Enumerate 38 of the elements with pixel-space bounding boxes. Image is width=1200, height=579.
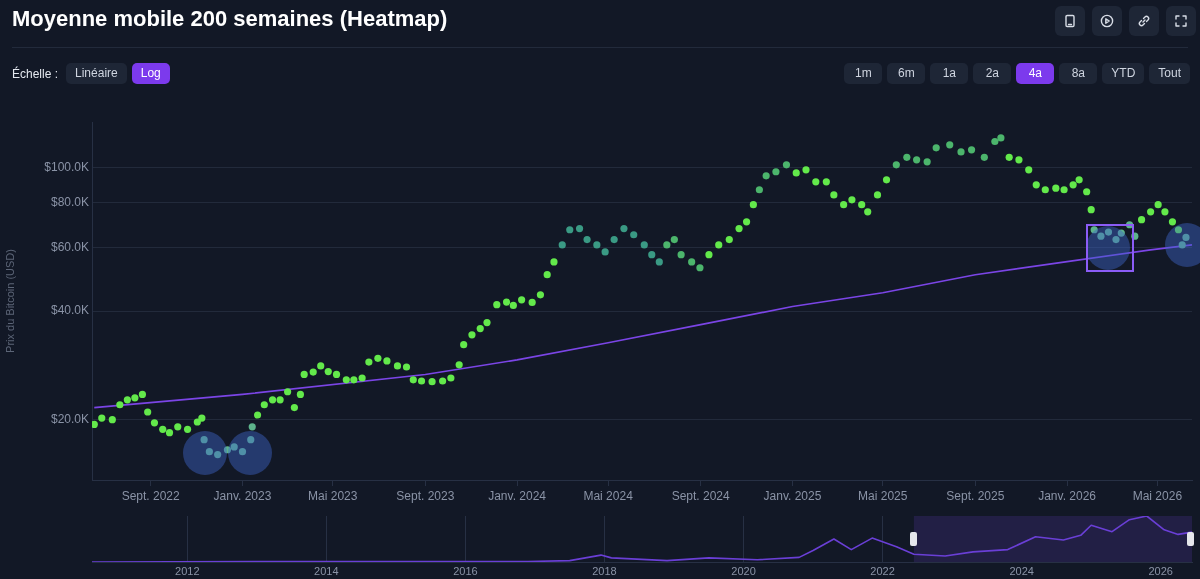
x-tick-label: 2022 xyxy=(870,564,895,577)
y-tick-label: $40.0K xyxy=(50,303,89,318)
x-tick-label: Mai 2023 xyxy=(308,488,358,503)
x-tick-label: Mai 2024 xyxy=(583,488,634,503)
text: Linéaire xyxy=(66,63,127,84)
x-tick-label: Sept. 2025 xyxy=(946,488,1005,503)
text: YTD xyxy=(1102,63,1145,84)
x-tick-label: 2024 xyxy=(1009,564,1034,577)
x-tick-label: Janv. 2023 xyxy=(213,488,272,503)
x-tick-label: 2014 xyxy=(314,564,339,577)
x-tick-label: 2018 xyxy=(592,564,617,577)
chart-title: Moyenne mobile 200 semaines (Heatmap) xyxy=(12,6,448,32)
text: 1m xyxy=(844,63,883,84)
y-tick-label: $80.0K xyxy=(50,195,89,210)
x-tick-label: 2026 xyxy=(1148,564,1173,577)
text: Log xyxy=(131,63,170,84)
text: 6m xyxy=(887,63,926,84)
x-tick-label: Mai 2026 xyxy=(1132,488,1183,503)
x-tick-label: Sept. 2023 xyxy=(396,488,455,503)
y-tick-label: $100.0K xyxy=(44,160,89,175)
x-tick-label: 2012 xyxy=(175,564,200,577)
text: 4a xyxy=(1016,63,1055,84)
y-axis-title: Prix du Bitcoin (USD) xyxy=(3,249,16,353)
text: 1a xyxy=(930,63,969,84)
text: 2a xyxy=(973,63,1012,84)
text: Échelle : xyxy=(12,66,59,81)
text: Tout xyxy=(1149,63,1190,84)
x-tick-label: 2020 xyxy=(731,564,756,577)
y-tick-label: $20.0K xyxy=(50,411,89,426)
x-tick-label: Janv. 2024 xyxy=(488,488,547,503)
x-tick-label: Janv. 2026 xyxy=(1038,488,1097,503)
text: 8a xyxy=(1059,63,1098,84)
x-tick-label: 2016 xyxy=(453,564,478,577)
y-tick-label: $60.0K xyxy=(50,240,89,255)
x-tick-label: Janv. 2025 xyxy=(763,488,822,503)
x-tick-label: Mai 2025 xyxy=(858,488,908,503)
x-tick-label: Sept. 2022 xyxy=(121,488,181,503)
x-tick-label: Sept. 2024 xyxy=(671,488,731,503)
